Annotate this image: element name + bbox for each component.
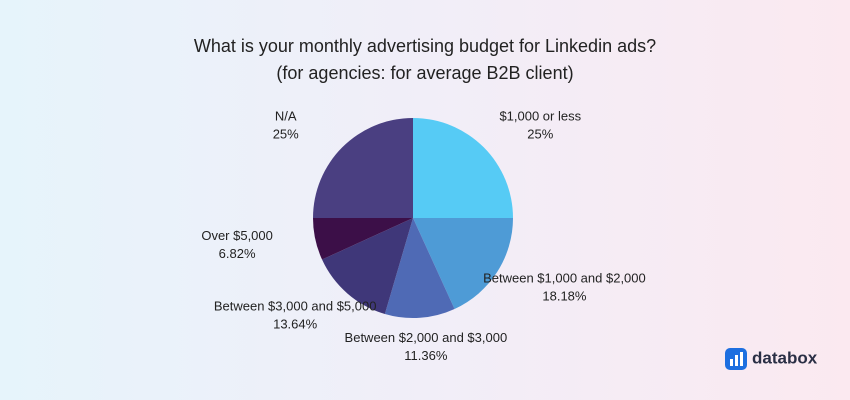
slice-label: Between $1,000 and $2,000 [483,271,646,286]
pie-slice [413,218,513,309]
slice-value-label: 18.18% [542,289,587,304]
slice-value-label: 6.82% [219,246,256,261]
chart-title: What is your monthly advertising budget … [194,36,656,56]
slice-label: Between $2,000 and $3,000 [345,330,508,345]
slice-label: Between $3,000 and $5,000 [214,299,377,314]
slice-label: N/A [275,109,297,124]
pie-slice [313,118,413,218]
slice-value-label: 25% [527,127,553,142]
pie-slice [322,218,413,314]
slice-label: Over $5,000 [201,228,273,243]
brand-logo [725,348,747,370]
slice-value-label: 13.64% [273,317,318,332]
slice-value-label: 11.36% [404,348,448,363]
chart-subtitle: (for agencies: for average B2B client) [276,63,573,83]
slice-label: $1,000 or less [499,109,581,124]
pie-slice [413,118,513,218]
pie-slice [384,218,455,318]
pie-slice [313,218,413,260]
brand-name: databox [752,348,818,367]
slice-value-label: 25% [273,127,299,142]
